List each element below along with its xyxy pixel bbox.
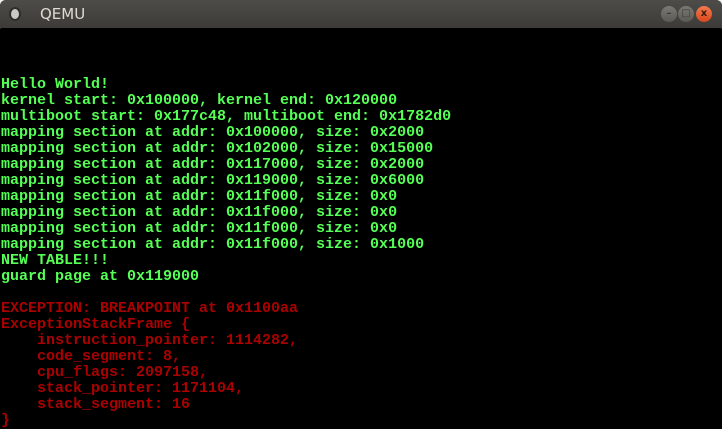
console-line: instruction_pointer: 1114282, [1, 332, 299, 349]
console-line: ExceptionStackFrame { [1, 316, 191, 333]
console-line: mapping section at addr: 0x11f000, size:… [1, 220, 398, 237]
console-line: mapping section at addr: 0x11f000, size:… [1, 188, 398, 205]
minimize-button[interactable]: – [661, 6, 677, 22]
console-line: mapping section at addr: 0x117000, size:… [1, 156, 425, 173]
console-line: guard page at 0x119000 [1, 268, 200, 285]
title-bar[interactable]: QEMU – □ x [0, 0, 722, 29]
console-line: mapping section at addr: 0x11f000, size:… [1, 236, 425, 253]
maximize-button[interactable]: □ [678, 6, 694, 22]
console-line: stack_segment: 16 [1, 396, 191, 413]
qemu-app-icon [11, 9, 19, 19]
console-line: Hello World! [1, 76, 110, 93]
console-line: code_segment: 8, [1, 348, 182, 365]
console-line: cpu_flags: 2097158, [1, 364, 209, 381]
vga-console[interactable]: Hello World! kernel start: 0x100000, kern… [1, 28, 721, 429]
console-line: stack_pointer: 1171104, [1, 380, 245, 397]
console-line: EXCEPTION: BREAKPOINT at 0x1100aa [1, 300, 299, 317]
console-line: NEW TABLE!!! [1, 252, 110, 269]
console-line: mapping section at addr: 0x119000, size:… [1, 172, 425, 189]
close-button[interactable]: x [696, 6, 712, 22]
window-title: QEMU [40, 5, 86, 23]
console-line: multiboot start: 0x177c48, multiboot end… [1, 108, 452, 125]
console-line: mapping section at addr: 0x100000, size:… [1, 124, 425, 141]
console-line: mapping section at addr: 0x102000, size:… [1, 140, 434, 157]
console-line: kernel start: 0x100000, kernel end: 0x12… [1, 92, 398, 109]
console-line: mapping section at addr: 0x11f000, size:… [1, 204, 398, 221]
console-line: } [1, 412, 11, 429]
